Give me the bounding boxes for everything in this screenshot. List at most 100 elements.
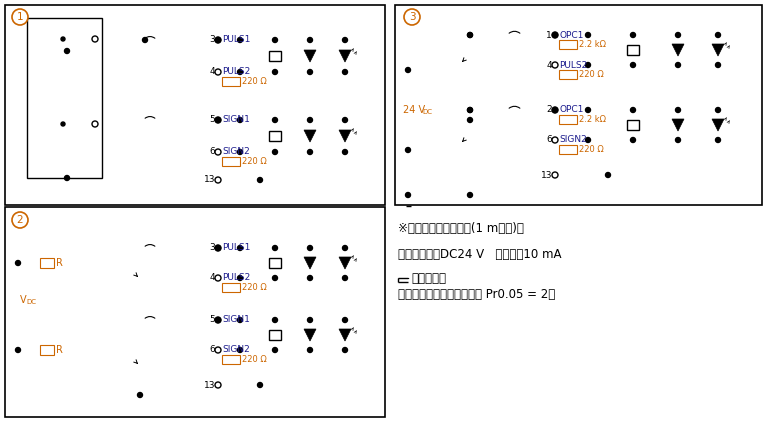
- Circle shape: [238, 276, 242, 281]
- Circle shape: [61, 37, 65, 41]
- Circle shape: [468, 117, 472, 122]
- Circle shape: [272, 246, 278, 251]
- Circle shape: [238, 317, 242, 322]
- Polygon shape: [672, 44, 684, 56]
- Polygon shape: [672, 119, 684, 131]
- Polygon shape: [67, 112, 95, 136]
- Polygon shape: [712, 119, 724, 131]
- Circle shape: [468, 32, 472, 38]
- Bar: [222, 283, 240, 292]
- Bar: [627, 45, 639, 55]
- Circle shape: [585, 32, 591, 38]
- Circle shape: [308, 276, 312, 281]
- Polygon shape: [304, 130, 316, 142]
- Circle shape: [215, 317, 221, 323]
- Text: SIGN1: SIGN1: [222, 116, 250, 124]
- Circle shape: [238, 246, 242, 251]
- Circle shape: [552, 137, 558, 143]
- Circle shape: [12, 212, 28, 228]
- Bar: [395, 5, 762, 205]
- Circle shape: [308, 117, 312, 122]
- Polygon shape: [35, 27, 63, 51]
- Text: —: —: [398, 271, 413, 284]
- Bar: [269, 330, 281, 340]
- Bar: [269, 51, 281, 61]
- Text: 13: 13: [203, 381, 215, 390]
- Text: SIGN2: SIGN2: [222, 148, 250, 157]
- Circle shape: [215, 117, 221, 123]
- Circle shape: [308, 38, 312, 43]
- Circle shape: [137, 392, 143, 398]
- Circle shape: [238, 70, 242, 75]
- Circle shape: [308, 149, 312, 154]
- Polygon shape: [339, 257, 351, 269]
- Polygon shape: [67, 27, 95, 51]
- Circle shape: [406, 192, 410, 197]
- Circle shape: [630, 32, 636, 38]
- Text: 220 Ω: 220 Ω: [242, 283, 267, 292]
- Circle shape: [630, 108, 636, 113]
- Text: 使用开路集电极时推荐设定 Pr0.05 = 2。: 使用开路集电极时推荐设定 Pr0.05 = 2。: [398, 289, 555, 301]
- Bar: [222, 157, 240, 166]
- Circle shape: [238, 149, 242, 154]
- Circle shape: [343, 246, 347, 251]
- Circle shape: [343, 70, 347, 75]
- Text: 6: 6: [546, 135, 552, 144]
- Text: 为双绞线。: 为双绞线。: [411, 271, 446, 284]
- Text: R: R: [56, 258, 63, 268]
- Circle shape: [585, 108, 591, 113]
- Polygon shape: [304, 257, 316, 269]
- Circle shape: [15, 260, 21, 265]
- Text: PULS2: PULS2: [559, 60, 588, 70]
- Circle shape: [92, 36, 98, 42]
- Text: 13: 13: [541, 170, 552, 179]
- Bar: [5, 207, 385, 417]
- Text: 220 Ω: 220 Ω: [242, 77, 267, 86]
- Circle shape: [468, 108, 472, 113]
- Text: 2.2 kΩ: 2.2 kΩ: [579, 40, 606, 49]
- Circle shape: [215, 382, 221, 388]
- Bar: [548, 13, 755, 198]
- Text: SIGN2: SIGN2: [222, 346, 250, 354]
- Circle shape: [61, 122, 65, 126]
- Text: V: V: [20, 295, 27, 305]
- Circle shape: [552, 107, 558, 113]
- Circle shape: [676, 108, 680, 113]
- Circle shape: [64, 49, 70, 54]
- Circle shape: [630, 138, 636, 143]
- Text: 2.2 kΩ: 2.2 kΩ: [579, 115, 606, 124]
- Circle shape: [552, 172, 558, 178]
- Circle shape: [676, 138, 680, 143]
- Bar: [559, 70, 577, 79]
- Circle shape: [343, 117, 347, 122]
- Circle shape: [406, 68, 410, 73]
- Circle shape: [216, 117, 220, 122]
- Text: 4: 4: [209, 273, 215, 282]
- Text: 3: 3: [409, 12, 415, 22]
- Bar: [40, 258, 54, 268]
- Circle shape: [272, 70, 278, 75]
- Bar: [27, 18, 102, 178]
- Circle shape: [258, 382, 262, 387]
- Circle shape: [585, 62, 591, 68]
- Bar: [5, 5, 385, 205]
- Circle shape: [215, 245, 221, 251]
- Circle shape: [258, 178, 262, 182]
- Circle shape: [215, 69, 221, 75]
- Circle shape: [215, 275, 221, 281]
- Text: DC: DC: [26, 299, 36, 305]
- Circle shape: [605, 173, 611, 178]
- Polygon shape: [339, 50, 351, 62]
- Circle shape: [343, 347, 347, 352]
- Circle shape: [343, 276, 347, 281]
- Bar: [269, 131, 281, 141]
- Bar: [559, 115, 577, 124]
- Text: OPC1: OPC1: [559, 106, 584, 114]
- Circle shape: [552, 32, 558, 38]
- Text: 220 Ω: 220 Ω: [242, 157, 267, 166]
- Circle shape: [308, 70, 312, 75]
- Text: 6: 6: [209, 148, 215, 157]
- Circle shape: [343, 317, 347, 322]
- Text: 最大输入电压DC24 V   额定电洗10 mA: 最大输入电压DC24 V 额定电洗10 mA: [398, 249, 561, 262]
- Circle shape: [64, 176, 70, 181]
